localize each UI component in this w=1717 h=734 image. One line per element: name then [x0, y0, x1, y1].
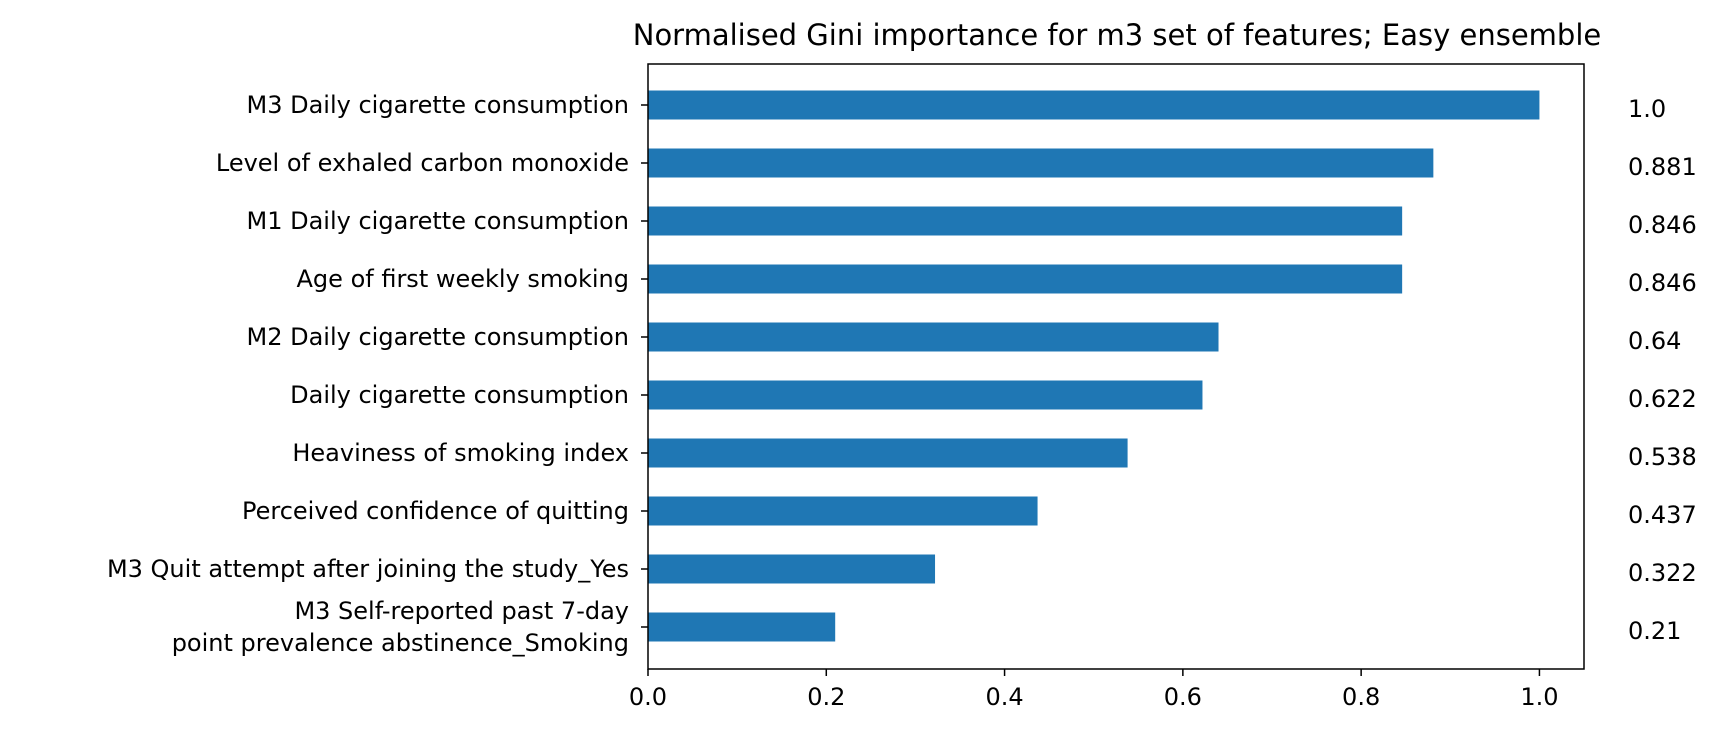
x-tick-label: 0.2 [807, 683, 845, 711]
value-label: 0.21 [1628, 617, 1681, 645]
bar [648, 264, 1403, 294]
bar [648, 612, 836, 642]
category-label: Age of first weekly smoking [297, 265, 629, 293]
category-label: Perceived confidence of quitting [242, 497, 629, 525]
x-tick-label: 0.8 [1342, 683, 1380, 711]
x-tick-label: 0.6 [1164, 683, 1202, 711]
bar [648, 380, 1203, 410]
bar [648, 496, 1038, 526]
bars-layer [648, 90, 1540, 642]
category-labels: M3 Daily cigarette consumption Level of e… [107, 91, 629, 657]
value-label: 0.622 [1628, 385, 1697, 413]
value-label: 0.322 [1628, 559, 1697, 587]
value-label: 0.538 [1628, 443, 1697, 471]
bar [648, 438, 1128, 468]
value-label: 0.437 [1628, 501, 1697, 529]
x-axis-ticks: 0.0 0.2 0.4 0.6 0.8 1.0 [629, 104, 1559, 711]
bar [648, 206, 1403, 236]
category-label: M3 Daily cigarette consumption [247, 91, 629, 119]
value-labels: 1.0 0.881 0.846 0.846 0.64 0.622 0.538 0.437 0.3… [1628, 95, 1697, 645]
bar [648, 322, 1219, 352]
category-label: point prevalence abstinence_Smoking [172, 629, 629, 657]
value-label: 0.881 [1628, 153, 1697, 181]
bar [648, 148, 1434, 178]
value-label: 0.64 [1628, 327, 1681, 355]
value-label: 0.846 [1628, 211, 1697, 239]
category-label: Heaviness of smoking index [292, 439, 629, 467]
value-label: 0.846 [1628, 269, 1697, 297]
x-tick-label: 0.0 [629, 683, 667, 711]
category-label: M1 Daily cigarette consumption [247, 207, 629, 235]
plot-area-frame [647, 63, 1585, 670]
category-label: Level of exhaled carbon monoxide [216, 149, 629, 177]
category-label: M2 Daily cigarette consumption [247, 323, 629, 351]
category-label: M3 Self-reported past 7-day [294, 597, 629, 625]
category-label: M3 Quit attempt after joining the study_… [107, 555, 629, 583]
x-tick-label: 1.0 [1520, 683, 1558, 711]
x-tick-label: 0.4 [985, 683, 1023, 711]
value-label: 1.0 [1628, 95, 1666, 123]
chart-title: Normalised Gini importance for m3 set of… [633, 18, 1601, 52]
bar [648, 554, 936, 584]
bar [648, 90, 1540, 120]
category-label: Daily cigarette consumption [290, 381, 629, 409]
